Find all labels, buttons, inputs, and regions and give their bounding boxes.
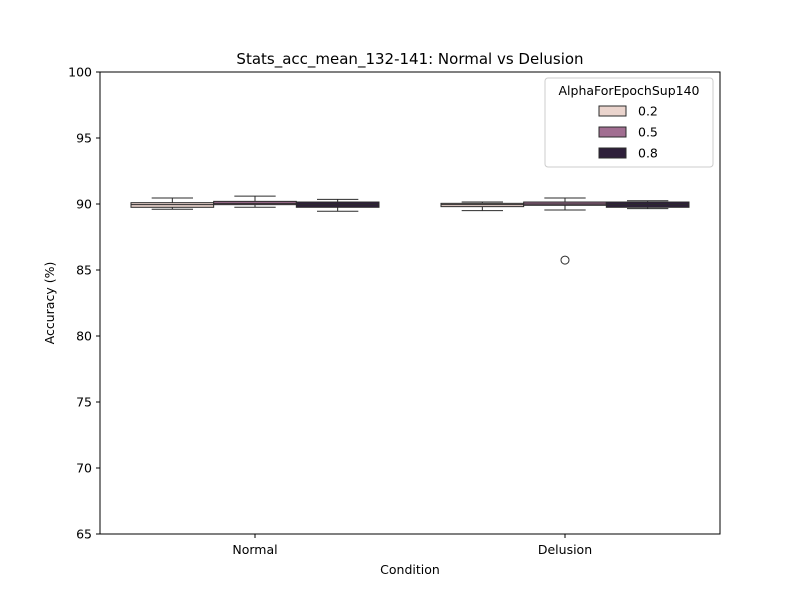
legend-title: AlphaForEpochSup140 (559, 83, 700, 98)
outlier-point (560, 255, 570, 265)
x-tick-label: Delusion (538, 542, 592, 557)
box-0.2-Delusion (440, 201, 525, 212)
legend: AlphaForEpochSup140 0.2 0.5 0.8 (544, 77, 714, 168)
legend-frame (544, 77, 714, 168)
axes-frame (99, 71, 721, 535)
legend-entry-label: 0.2 (638, 104, 658, 119)
y-tick-label: 70 (76, 461, 92, 476)
y-tick-label: 65 (76, 527, 92, 542)
chart-title: Stats_acc_mean_132-141: Normal vs Delusi… (236, 50, 583, 69)
legend-swatch (598, 126, 627, 138)
y-tick-label: 90 (76, 197, 92, 212)
box-0.8-Normal (295, 198, 380, 212)
y-axis-label: Accuracy (%) (42, 262, 57, 345)
legend-swatch (598, 147, 627, 159)
box-0.2-Normal (130, 197, 215, 210)
plot-area: 65 70 75 80 85 90 95 100 Normal Delusion (68, 65, 721, 557)
y-tick-label: 100 (68, 65, 92, 80)
legend-entry-label: 0.8 (638, 146, 658, 161)
box-0.8-Delusion (605, 200, 690, 210)
y-tick-label: 75 (76, 395, 92, 410)
box-0.5-Delusion (523, 197, 607, 265)
y-tick-label: 80 (76, 329, 92, 344)
legend-swatch (598, 105, 627, 117)
x-axis-label: Condition (380, 562, 440, 577)
legend-entry-label: 0.5 (638, 125, 658, 140)
y-tick-label: 95 (76, 131, 92, 146)
y-tick-label: 85 (76, 263, 92, 278)
x-tick-label: Normal (232, 542, 277, 557)
